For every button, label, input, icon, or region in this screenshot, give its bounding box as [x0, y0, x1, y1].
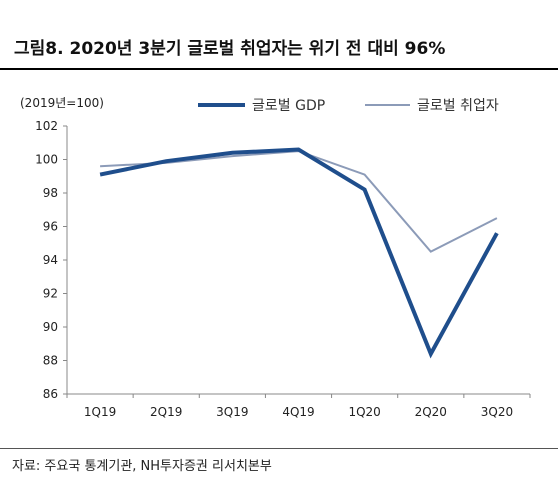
y-tick-label: 102 [35, 119, 58, 133]
axes: 102 100 98 96 94 92 90 88 86 1Q19 2Q19 3Q19 4Q19 1Q20… [35, 119, 531, 419]
x-tick-label: 1Q20 [348, 405, 380, 419]
legend: 글로벌 GDP 글로벌 취업자 [198, 98, 499, 114]
title-divider [0, 68, 558, 70]
y-tick-label: 88 [43, 354, 58, 368]
x-tick-label: 4Q19 [282, 405, 314, 419]
series-line-global-gdp [99, 147, 499, 359]
x-tick-label: 3Q20 [481, 405, 513, 419]
y-tick-label: 90 [43, 320, 58, 334]
y-tick-label: 100 [35, 153, 58, 167]
x-tick-label: 2Q20 [415, 405, 447, 419]
legend-label: 글로벌 GDP [252, 98, 325, 114]
source-note: 자료: 주요국 통계기관, NH투자증권 리서치본부 [12, 459, 272, 474]
y-tick-label: 96 [43, 220, 58, 234]
y-tick-label: 98 [43, 186, 58, 200]
page-title: 그림8. 2020년 3분기 글로벌 취업자는 위기 전 대비 96% [14, 39, 446, 59]
y-axis-unit-label: (2019년=100) [20, 96, 104, 110]
x-tick-label: 2Q19 [150, 405, 182, 419]
y-tick-label: 94 [43, 253, 58, 267]
x-tick-label: 3Q19 [216, 405, 248, 419]
y-tick-label: 92 [43, 287, 58, 301]
source-divider [0, 448, 558, 449]
legend-label: 글로벌 취업자 [417, 98, 499, 114]
y-tick-label: 86 [43, 387, 58, 401]
series-line-global-employment [100, 150, 498, 253]
series-group [99, 147, 499, 359]
x-tick-label: 1Q19 [84, 405, 116, 419]
